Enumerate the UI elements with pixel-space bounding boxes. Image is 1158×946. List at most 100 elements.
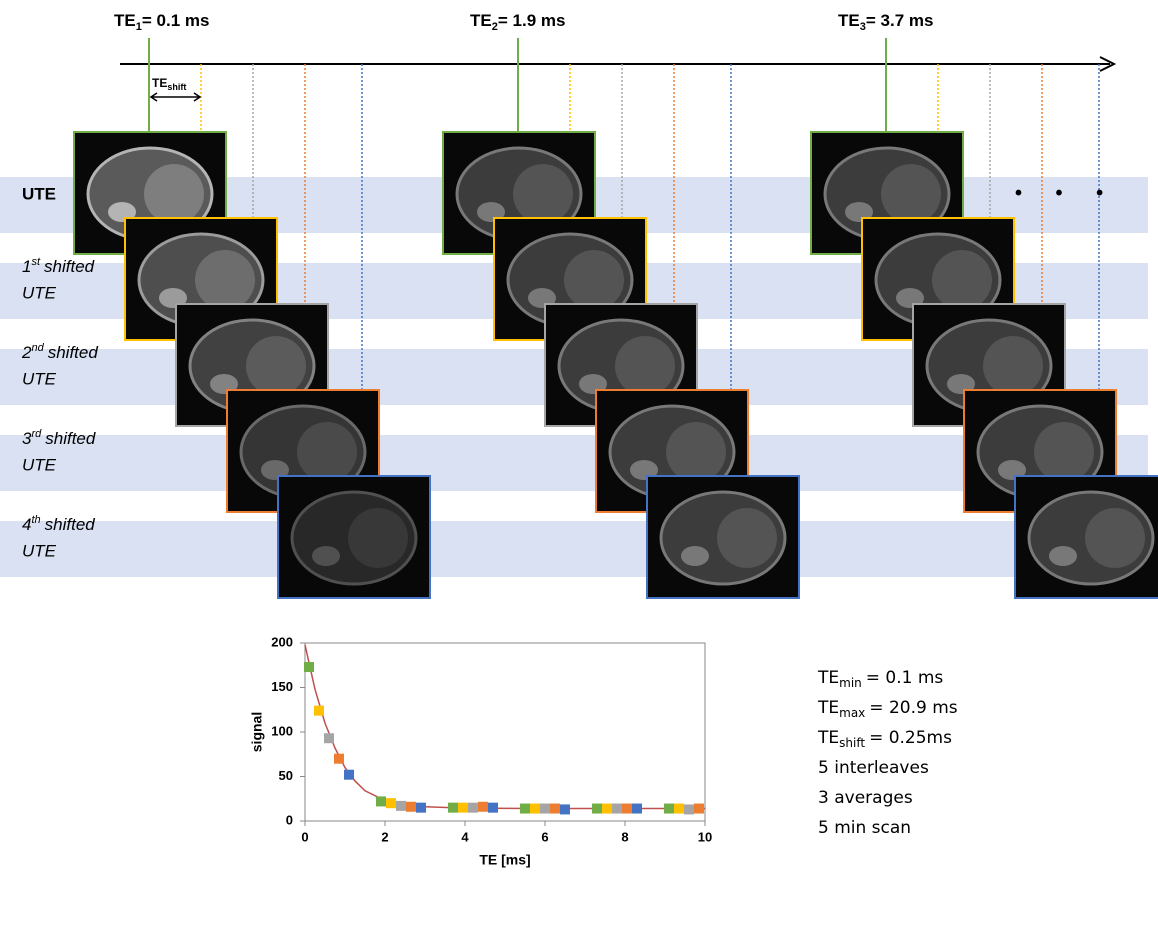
mri-organ	[717, 508, 777, 568]
mri-organ	[246, 336, 306, 396]
data-point	[520, 804, 530, 814]
plot-frame	[305, 643, 705, 821]
mri-organ	[348, 508, 408, 568]
row-sup: nd	[31, 342, 44, 354]
mri-organ	[1049, 546, 1077, 566]
y-tick-label: 200	[271, 634, 293, 649]
ellipsis: • • •	[1015, 182, 1117, 204]
mri-organ	[564, 250, 624, 310]
mri-organ	[881, 164, 941, 224]
param-rest: = 20.9 ms	[869, 698, 957, 718]
data-point	[478, 802, 488, 812]
data-point	[530, 804, 540, 814]
figure: TE1= 0.1 msTE2= 1.9 msTE3= 3.7 msTEshift…	[0, 0, 1158, 946]
data-point	[592, 804, 602, 814]
y-tick-label: 100	[271, 723, 293, 738]
param-rest: = 0.25ms	[869, 728, 952, 748]
data-point	[602, 804, 612, 814]
param-sub: max	[839, 706, 865, 720]
data-point	[664, 804, 674, 814]
fit-curve	[305, 645, 705, 809]
shift-arrow	[151, 93, 200, 101]
te-label: TE3= 3.7 ms	[838, 11, 933, 32]
te-base: TE	[114, 11, 136, 30]
data-point	[304, 662, 314, 672]
x-tick-label: 2	[381, 829, 388, 844]
data-point	[560, 804, 570, 814]
row-band	[0, 521, 1148, 577]
mri-organ	[195, 250, 255, 310]
mri-organ	[513, 164, 573, 224]
param-base: TE	[817, 698, 839, 718]
mri-organ	[932, 250, 992, 310]
row-num: 2	[21, 343, 32, 362]
param: TEmax = 20.9 ms	[817, 698, 958, 720]
data-point	[632, 804, 642, 814]
data-point	[334, 754, 344, 764]
te-rest: = 0.1 ms	[142, 11, 210, 30]
data-point	[674, 804, 684, 814]
row-sup: th	[31, 514, 40, 526]
param: 5 interleaves	[818, 758, 929, 778]
data-point	[458, 803, 468, 813]
y-tick-label: 150	[271, 679, 293, 694]
te-base: TE	[470, 11, 492, 30]
mri-organ	[1034, 422, 1094, 482]
row-sup: st	[31, 256, 41, 268]
y-axis-label: signal	[249, 712, 265, 752]
data-point	[406, 802, 416, 812]
mri-organ	[1085, 508, 1145, 568]
row-rest: shifted	[45, 515, 96, 534]
mri-organ	[983, 336, 1043, 396]
param: 5 min scan	[818, 818, 911, 838]
data-point	[416, 803, 426, 813]
row-label: UTE	[22, 184, 56, 203]
row-label-line2: UTE	[22, 541, 57, 560]
row-label-line2: UTE	[22, 369, 57, 388]
param: TEmin = 0.1 ms	[817, 668, 943, 690]
param-rest: = 0.1 ms	[866, 668, 944, 688]
x-tick-label: 6	[541, 829, 548, 844]
data-point	[324, 733, 334, 743]
row-sup: rd	[31, 428, 42, 440]
param: TEshift = 0.25ms	[817, 728, 952, 750]
y-tick-label: 50	[279, 768, 293, 783]
data-point	[448, 803, 458, 813]
x-tick-label: 8	[621, 829, 628, 844]
param-base: TE	[817, 728, 839, 748]
param-sub: min	[839, 676, 862, 690]
param-base: TE	[817, 668, 839, 688]
shift-base: TE	[152, 76, 167, 90]
data-point	[396, 801, 406, 811]
shift-label: TEshift	[152, 76, 186, 92]
mri-organ	[666, 422, 726, 482]
te-base: TE	[838, 11, 860, 30]
data-point	[622, 804, 632, 814]
mri-organ	[615, 336, 675, 396]
x-tick-label: 10	[698, 829, 712, 844]
data-point	[694, 804, 704, 814]
te-label: TE1= 0.1 ms	[114, 11, 209, 32]
data-point	[684, 804, 694, 814]
shift-sub: shift	[167, 82, 186, 92]
row-num: 1	[22, 257, 31, 276]
row-rest: shifted	[48, 343, 99, 362]
mri-organ	[297, 422, 357, 482]
x-axis-label: TE [ms]	[479, 852, 530, 868]
param-sub: shift	[839, 736, 865, 750]
row-rest: shifted	[45, 429, 96, 448]
mri-organ	[144, 164, 204, 224]
data-point	[314, 706, 324, 716]
mri-organ	[681, 546, 709, 566]
row-label-line2: UTE	[22, 283, 57, 302]
x-tick-label: 4	[461, 829, 469, 844]
data-point	[344, 770, 354, 780]
data-point	[488, 803, 498, 813]
row-rest: shifted	[44, 257, 95, 276]
data-point	[550, 804, 560, 814]
param: 3 averages	[818, 788, 913, 808]
data-point	[612, 804, 622, 814]
data-point	[376, 796, 386, 806]
te-rest: = 1.9 ms	[498, 11, 566, 30]
x-tick-label: 0	[301, 829, 308, 844]
